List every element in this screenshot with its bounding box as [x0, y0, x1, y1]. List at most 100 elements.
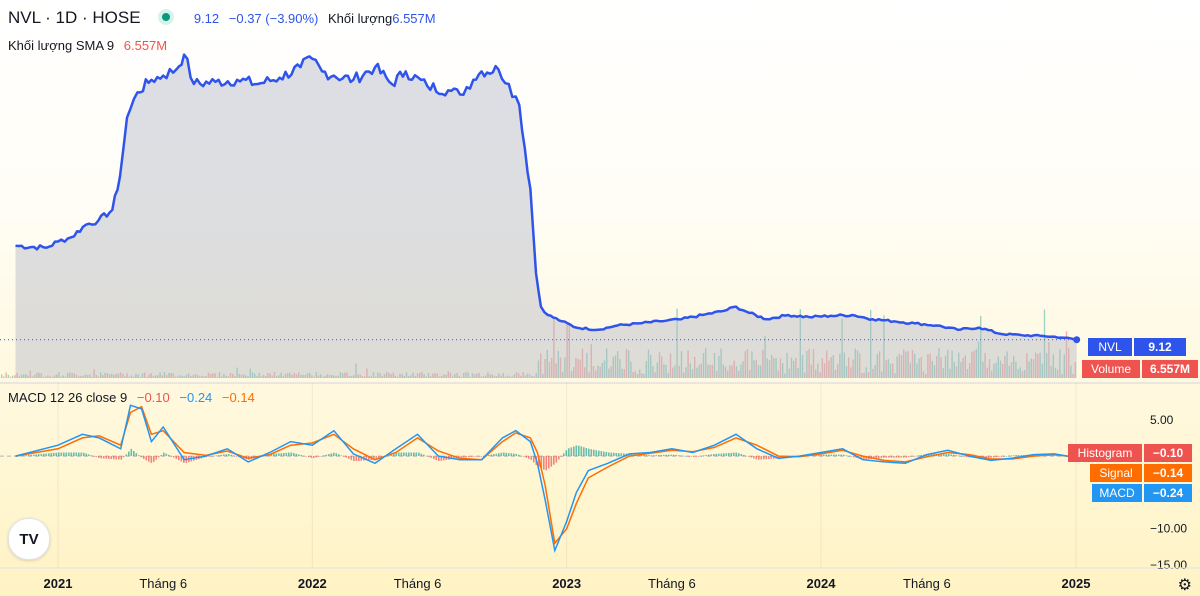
- volume-bar: [749, 370, 751, 378]
- volume-bar: [205, 376, 207, 378]
- histogram-bar: [720, 453, 723, 457]
- histogram-bar: [443, 456, 445, 461]
- volume-bar: [306, 373, 309, 378]
- sma-legend[interactable]: Khối lượng SMA 9 6.557M: [8, 38, 167, 53]
- histogram-bar: [123, 456, 125, 458]
- histogram-bar: [115, 456, 118, 460]
- volume-bar: [84, 374, 86, 378]
- tradingview-logo[interactable]: TV: [8, 518, 50, 560]
- volume-bar: [403, 376, 405, 378]
- volume-bar: [460, 377, 463, 378]
- volume-bar: [551, 357, 553, 378]
- macd-legend[interactable]: MACD 12 26 close 9 −0.10 −0.24 −0.14: [8, 390, 255, 405]
- volume-bar: [511, 376, 513, 378]
- volume-bar: [381, 375, 383, 378]
- histogram-bar: [603, 451, 605, 457]
- histogram-bar: [683, 455, 685, 457]
- volume-bar: [342, 373, 344, 378]
- histogram-bar: [750, 456, 753, 458]
- histogram-bar: [908, 456, 910, 458]
- volume-bar: [122, 373, 124, 378]
- volume-bar: [295, 374, 298, 378]
- volume-bar: [344, 372, 346, 378]
- histogram-bar: [340, 455, 343, 457]
- volume-bar: [476, 373, 478, 378]
- histogram-bar: [528, 456, 530, 459]
- time-tick-label: Tháng 6: [648, 576, 696, 591]
- volume-bar: [914, 353, 916, 378]
- histogram-bar: [28, 455, 30, 457]
- volume-bar: [658, 352, 661, 378]
- histogram-bar: [228, 454, 230, 457]
- volume-bar: [289, 372, 291, 378]
- histogram-bar: [745, 455, 748, 457]
- volume-bar: [608, 368, 610, 378]
- volume-bar: [7, 374, 9, 378]
- volume-bar: [339, 372, 342, 378]
- histogram-bar: [35, 454, 38, 457]
- svg-text:6.557M: 6.557M: [1150, 362, 1190, 376]
- histogram-bar: [418, 452, 420, 456]
- volume-bar: [86, 375, 89, 378]
- histogram-bar: [948, 453, 950, 456]
- volume-bar: [766, 358, 768, 378]
- histogram-bar: [555, 456, 558, 463]
- volume-bar: [944, 355, 947, 378]
- volume-bar: [889, 363, 892, 378]
- histogram-bar: [295, 453, 298, 456]
- histogram-bar: [920, 455, 923, 457]
- volume-bar: [337, 375, 339, 378]
- histogram-bar: [420, 453, 423, 457]
- volume-bar: [557, 350, 559, 378]
- volume-bar: [731, 365, 733, 378]
- time-tick-label: 2023: [552, 576, 581, 591]
- volume-bar: [157, 375, 159, 378]
- volume-bar: [872, 368, 874, 378]
- volume-bar: [702, 353, 705, 378]
- volume-bars: [1, 308, 1076, 378]
- volume-bar: [80, 375, 82, 378]
- histogram-bar: [68, 452, 70, 457]
- histogram-bar: [1058, 455, 1060, 457]
- volume-bar: [366, 368, 368, 378]
- volume-bar: [465, 372, 467, 378]
- volume-bar: [515, 372, 518, 378]
- volume-bar: [841, 318, 843, 378]
- volume-bar: [232, 373, 234, 378]
- volume-bar: [760, 365, 762, 378]
- volume-bar: [58, 372, 60, 378]
- volume-bar: [520, 375, 522, 378]
- histogram-bar: [170, 456, 173, 457]
- volume-bar: [606, 348, 608, 378]
- volume-bar: [29, 370, 31, 378]
- histogram-bar: [1003, 456, 1005, 457]
- histogram-bar: [918, 455, 920, 457]
- volume-bar: [771, 355, 773, 378]
- volume-bar: [700, 363, 702, 378]
- volume-bar: [214, 373, 216, 378]
- volume-bar: [471, 373, 474, 378]
- histogram-bar: [343, 456, 345, 457]
- histogram-bar: [130, 448, 133, 457]
- volume-bar: [652, 366, 654, 378]
- histogram-bar: [90, 455, 93, 457]
- volume-bar: [25, 374, 27, 378]
- volume-bar: [988, 359, 991, 378]
- volume-bar: [293, 372, 295, 378]
- time-axis[interactable]: 2021 Tháng 6 2022 Tháng 6 2023 Tháng 6 2024 Thá…: [44, 383, 1091, 591]
- volume-bar: [804, 372, 806, 378]
- volume-bar: [876, 354, 878, 378]
- volume-bar: [487, 372, 489, 378]
- gear-icon[interactable]: ⚙: [1177, 577, 1192, 594]
- histogram-bar: [478, 456, 480, 457]
- macd-legend-signal: −0.14: [221, 390, 255, 405]
- volume-bar: [425, 376, 427, 378]
- histogram-bar: [943, 453, 945, 457]
- volume-bar: [185, 374, 188, 378]
- volume-bar: [775, 358, 777, 378]
- volume-bar: [982, 361, 984, 378]
- symbol-legend[interactable]: NVL · 1D · HOSE 9.12 −0.37 (−3.90%) Khối…: [8, 8, 436, 28]
- volume-bar: [579, 359, 581, 378]
